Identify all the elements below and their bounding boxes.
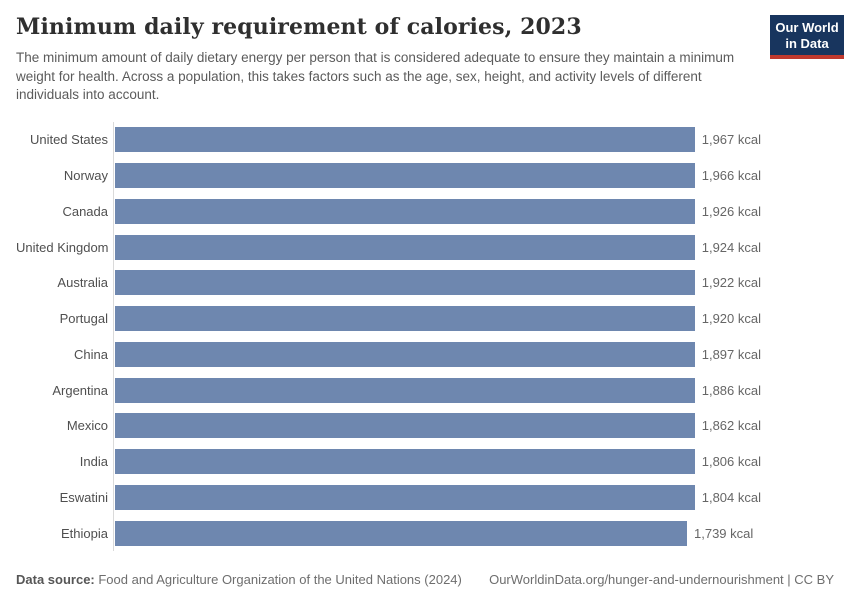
value-label-united-states: 1,967 kcal (701, 132, 761, 148)
bar-australia[interactable] (115, 270, 695, 296)
bar-norway[interactable] (115, 163, 695, 189)
value-label-canada: 1,926 kcal (701, 203, 761, 219)
bar-row-australia: Australia 1,922 kcal (16, 265, 850, 301)
bar-track: 1,924 kcal (113, 229, 761, 265)
value-label-norway: 1,966 kcal (701, 168, 761, 184)
country-label-australia[interactable]: Australia (57, 275, 108, 291)
bar-row-norway: Norway 1,966 kcal (16, 157, 850, 194)
bar-india[interactable] (115, 449, 695, 475)
bar-track: 1,926 kcal (113, 193, 761, 230)
bar-ethiopia[interactable] (115, 520, 687, 546)
country-label-india[interactable]: India (79, 454, 108, 470)
data-source-label: Data source: (16, 572, 95, 587)
data-source-text: Food and Agriculture Organization of the… (94, 572, 462, 587)
bar-eswatini[interactable] (115, 484, 695, 510)
country-label-norway[interactable]: Norway (63, 168, 108, 184)
bar-track: 1,804 kcal (113, 479, 761, 516)
bar-chart: United States 1,967 kcal Norway 1,966 kcal C… (16, 122, 850, 551)
bar-track: 1,806 kcal (113, 443, 761, 480)
country-label-mexico[interactable]: Mexico (66, 418, 108, 434)
bar-row-united-states: United States 1,967 kcal (16, 122, 850, 158)
bar-row-united-kingdom: United Kingdom 1,924 kcal (16, 229, 850, 265)
bar-track: 1,922 kcal (113, 265, 761, 301)
bar-united-kingdom[interactable] (115, 234, 695, 260)
bar-portugal[interactable] (115, 306, 695, 332)
bar-canada[interactable] (115, 198, 695, 224)
country-label-portugal[interactable]: Portugal (59, 311, 108, 327)
value-label-china: 1,897 kcal (701, 346, 761, 362)
value-label-portugal: 1,920 kcal (701, 311, 761, 327)
bar-china[interactable] (115, 341, 695, 367)
value-label-ethiopia: 1,739 kcal (694, 525, 754, 541)
value-label-argentina: 1,886 kcal (701, 382, 761, 398)
country-label-canada[interactable]: Canada (62, 203, 108, 219)
owid-logo-line2: in Data (785, 35, 829, 51)
chart-title: Minimum daily requirement of calories, 2… (16, 14, 582, 40)
owid-logo-line1: Our World (775, 20, 839, 35)
bar-row-eswatini: Eswatini 1,804 kcal (16, 479, 850, 516)
bar-mexico[interactable] (115, 413, 695, 439)
owid-link-license[interactable]: OurWorldinData.org/hunger-and-undernouri… (489, 572, 834, 587)
bar-track: 1,886 kcal (113, 372, 761, 408)
chart-footer: Data source: Food and Agriculture Organi… (16, 572, 834, 587)
bar-argentina[interactable] (115, 377, 695, 403)
country-label-united-kingdom[interactable]: United Kingdom (16, 239, 109, 255)
country-label-eswatini[interactable]: Eswatini (59, 489, 108, 505)
bar-row-india: India 1,806 kcal (16, 443, 850, 480)
value-label-eswatini: 1,804 kcal (701, 489, 761, 505)
bar-row-mexico: Mexico 1,862 kcal (16, 408, 850, 444)
chart-subtitle: The minimum amount of daily dietary ener… (16, 50, 735, 102)
country-label-argentina[interactable]: Argentina (52, 382, 108, 398)
chart-header: Minimum daily requirement of calories, 2… (16, 14, 834, 105)
bar-track: 1,897 kcal (113, 336, 761, 373)
value-label-united-kingdom: 1,924 kcal (701, 239, 761, 255)
bar-row-portugal: Portugal 1,920 kcal (16, 300, 850, 337)
bar-track: 1,920 kcal (113, 300, 761, 337)
country-label-united-states[interactable]: United States (29, 132, 108, 148)
bar-track: 1,739 kcal (113, 515, 761, 551)
value-label-mexico: 1,862 kcal (701, 418, 761, 434)
bar-row-argentina: Argentina 1,886 kcal (16, 372, 850, 408)
country-label-ethiopia[interactable]: Ethiopia (61, 525, 108, 541)
bar-track: 1,967 kcal (113, 122, 761, 158)
bar-row-china: China 1,897 kcal (16, 336, 850, 373)
value-label-australia: 1,922 kcal (701, 275, 761, 291)
value-label-india: 1,806 kcal (701, 454, 761, 470)
bar-row-ethiopia: Ethiopia 1,739 kcal (16, 515, 850, 551)
bar-row-canada: Canada 1,926 kcal (16, 193, 850, 230)
bar-track: 1,966 kcal (113, 157, 761, 194)
owid-logo[interactable]: Our World in Data (770, 15, 844, 59)
bar-track: 1,862 kcal (113, 408, 761, 444)
data-source-note: Data source: Food and Agriculture Organi… (16, 572, 462, 587)
bar-united-states[interactable] (115, 127, 695, 153)
country-label-china[interactable]: China (74, 346, 108, 362)
